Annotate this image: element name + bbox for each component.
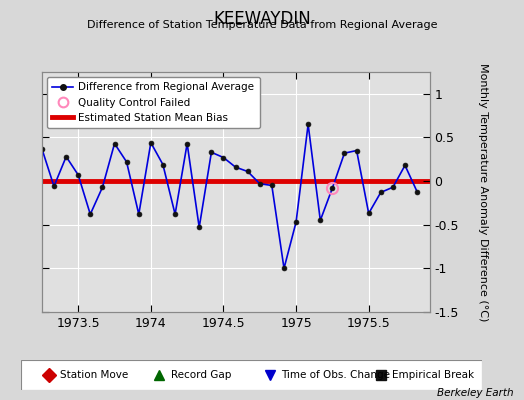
Legend: Difference from Regional Average, Quality Control Failed, Estimated Station Mean: Difference from Regional Average, Qualit… bbox=[47, 77, 259, 128]
Text: Difference of Station Temperature Data from Regional Average: Difference of Station Temperature Data f… bbox=[87, 20, 437, 30]
FancyBboxPatch shape bbox=[21, 360, 482, 390]
Text: Empirical Break: Empirical Break bbox=[392, 370, 474, 380]
Text: Station Move: Station Move bbox=[60, 370, 128, 380]
Text: Berkeley Earth: Berkeley Earth bbox=[437, 388, 514, 398]
Text: Time of Obs. Change: Time of Obs. Change bbox=[281, 370, 390, 380]
Y-axis label: Monthly Temperature Anomaly Difference (°C): Monthly Temperature Anomaly Difference (… bbox=[478, 63, 488, 321]
Text: Record Gap: Record Gap bbox=[171, 370, 231, 380]
Text: KEEWAYDIN: KEEWAYDIN bbox=[213, 10, 311, 28]
